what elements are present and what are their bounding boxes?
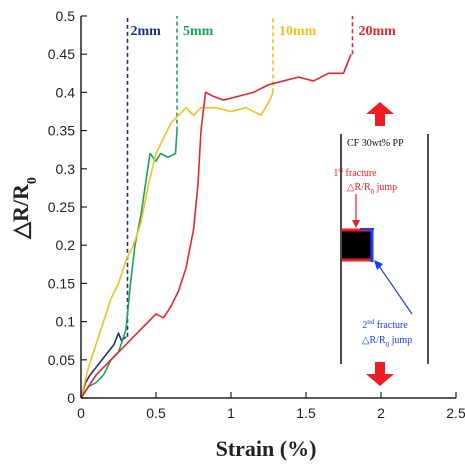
first-jump-sub: 0 — [371, 188, 375, 196]
series-line-10mm — [80, 92, 274, 399]
series-line-5mm — [80, 130, 178, 399]
first-fracture-pointer-head — [352, 220, 360, 228]
second-fracture-text: fracture — [374, 320, 408, 331]
second-fracture-pointer-head — [374, 260, 383, 270]
series-label-5mm: 5mm — [183, 24, 214, 39]
y-axis-title-sub: 0 — [25, 177, 40, 184]
series-label-10mm: 10mm — [279, 24, 317, 39]
second-fracture-pointer — [378, 265, 413, 315]
first-fracture-sup: st — [338, 166, 343, 174]
fracture-block — [342, 230, 372, 260]
first-fracture-label: 1st fracture — [333, 166, 377, 179]
x-tick-label: 0.5 — [146, 405, 166, 421]
inset-title: CF 30wt% PP — [347, 138, 404, 149]
y-tick-label: 0.25 — [48, 199, 75, 215]
second-fracture-sup: nd — [367, 318, 375, 326]
y-tick-label: 0.05 — [48, 352, 75, 368]
x-tick-label: 0 — [77, 405, 85, 421]
axes: 0 0.05 0.1 0.15 0.2 0.25 0.3 0.35 0.4 0.45 0.5 0 0.5… — [48, 8, 465, 421]
tension-up-arrow — [366, 102, 394, 126]
y-tick-label: 0.1 — [56, 314, 76, 330]
y-axis-title-main: △R/R — [8, 183, 33, 240]
second-jump-sub: 0 — [386, 341, 390, 349]
y-tick-label: 0.35 — [48, 123, 75, 139]
first-jump-label: △R/R0 jump — [347, 182, 397, 196]
series-label-20mm: 20mm — [359, 24, 397, 39]
inset-schematic: CF 30wt% PP 1st fracture △R/R0 jump — [333, 102, 429, 386]
tension-down-arrow — [366, 362, 394, 386]
series-layer — [80, 16, 354, 399]
x-tick-label: 2 — [377, 405, 385, 421]
x-tick-label: 2.5 — [446, 405, 465, 421]
y-tick-label: 0.45 — [48, 46, 75, 62]
second-fracture-number: 2 — [362, 320, 367, 331]
series-label-2mm: 2mm — [131, 24, 162, 39]
x-tick-label: 1.5 — [296, 405, 316, 421]
y-axis-title: △R/R0 — [8, 177, 40, 240]
x-axis-title: Strain (%) — [216, 436, 317, 461]
first-jump-main: △R/R — [347, 182, 371, 193]
first-fracture-text: fracture — [343, 168, 377, 179]
y-tick-label: 0 — [67, 390, 75, 406]
first-fracture-number: 1 — [333, 168, 338, 179]
second-jump-text: jump — [389, 335, 412, 346]
y-tick-label: 0.5 — [56, 8, 76, 24]
y-tick-label: 0.2 — [56, 237, 76, 253]
series-line-2mm — [80, 332, 127, 399]
second-jump-main: △R/R — [362, 335, 386, 346]
series-labels: 2mm 5mm 10mm 20mm — [131, 24, 397, 39]
y-tick-label: 0.3 — [56, 161, 76, 177]
y-tick-label: 0.4 — [56, 84, 76, 100]
x-tick-label: 1 — [227, 405, 235, 421]
second-fracture-label: 2nd fracture — [362, 318, 408, 331]
series-line-20mm — [80, 53, 352, 399]
second-jump-label: △R/R0 jump — [362, 335, 412, 349]
first-jump-text: jump — [374, 182, 397, 193]
y-tick-label: 0.15 — [48, 275, 75, 291]
